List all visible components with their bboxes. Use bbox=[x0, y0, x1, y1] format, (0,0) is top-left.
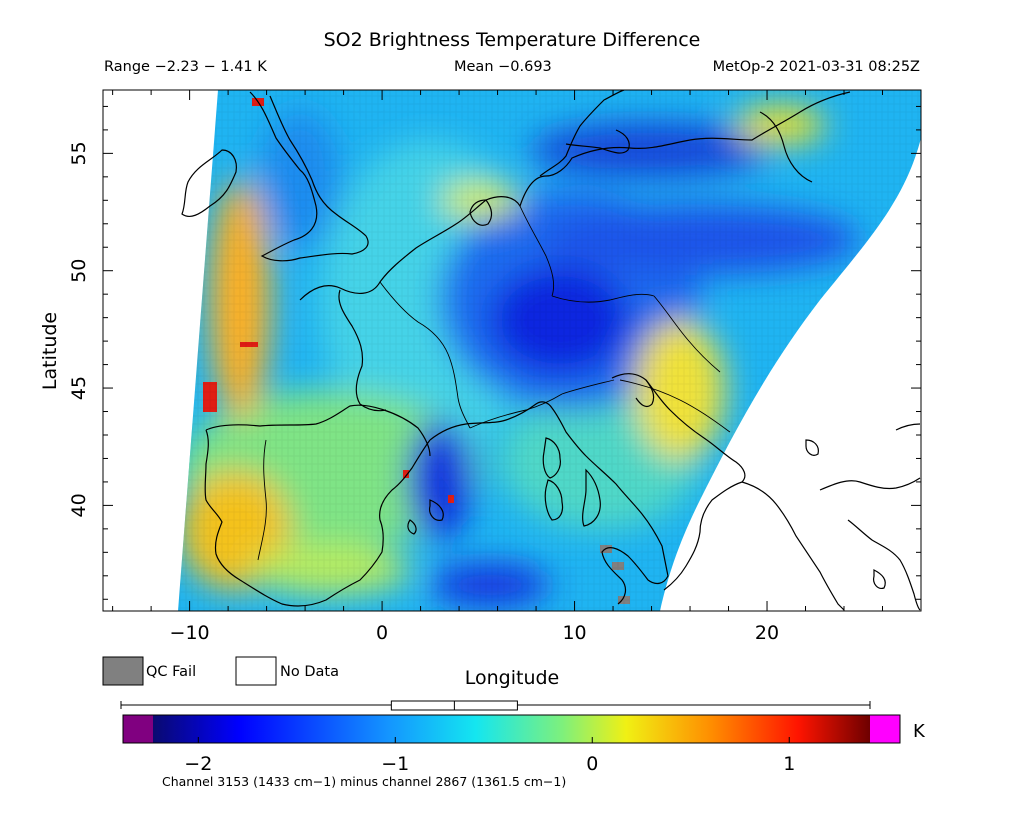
qc-fail-label: QC Fail bbox=[146, 664, 196, 680]
colorbar-under-swatch bbox=[123, 715, 153, 743]
y-tick-label: 45 bbox=[68, 376, 90, 400]
colorbar-over-swatch bbox=[870, 715, 900, 743]
x-tick-label: 20 bbox=[755, 622, 779, 644]
y-tick-label: 40 bbox=[68, 493, 90, 517]
x-tick-label: 10 bbox=[562, 622, 586, 644]
colorbar-tick-label: 1 bbox=[783, 753, 795, 775]
colorbar-tick-label: 0 bbox=[586, 753, 598, 775]
x-tick-label: 0 bbox=[376, 622, 388, 644]
chart-title: SO2 Brightness Temperature Difference bbox=[324, 29, 701, 51]
mean-text: Mean −0.693 bbox=[454, 59, 552, 75]
colorbar-ticks: −2 −1 0 1 bbox=[184, 737, 795, 775]
y-axis: 40 45 50 55 bbox=[68, 105, 921, 600]
range-text: Range −2.23 − 1.41 K bbox=[104, 59, 267, 75]
colorbar-gradient bbox=[153, 715, 870, 743]
map-panel bbox=[178, 90, 921, 611]
y-tick-label: 50 bbox=[68, 259, 90, 283]
distribution-box-plot bbox=[120, 700, 871, 711]
x-axis-label: Longitude bbox=[465, 667, 560, 689]
coastlines bbox=[181, 90, 921, 611]
colorbar-tick-label: −2 bbox=[184, 753, 212, 775]
colorbar-frame bbox=[122, 714, 901, 744]
colorbar-unit: K bbox=[913, 721, 926, 742]
satellite-time-text: MetOp-2 2021-03-31 08:25Z bbox=[713, 59, 920, 75]
colorbar: −2 −1 0 1 K Channel 3153 (1433 cm−1) minus … bbox=[122, 714, 926, 789]
no-data-label: No Data bbox=[280, 664, 339, 680]
qc-fail-swatch bbox=[102, 656, 144, 686]
colorbar-caption: Channel 3153 (1433 cm−1) minus channel 2… bbox=[162, 774, 566, 789]
x-axis: −10 0 10 20 bbox=[112, 90, 922, 644]
no-data-swatch bbox=[235, 656, 277, 686]
country-borders bbox=[257, 205, 731, 561]
plot-frame bbox=[102, 89, 922, 612]
y-axis-label: Latitude bbox=[39, 312, 61, 390]
colorbar-tick-label: −1 bbox=[381, 753, 409, 775]
x-tick-label: −10 bbox=[170, 622, 210, 644]
legend: QC Fail No Data bbox=[102, 656, 339, 686]
y-tick-label: 55 bbox=[68, 141, 90, 165]
data-field bbox=[178, 90, 921, 611]
